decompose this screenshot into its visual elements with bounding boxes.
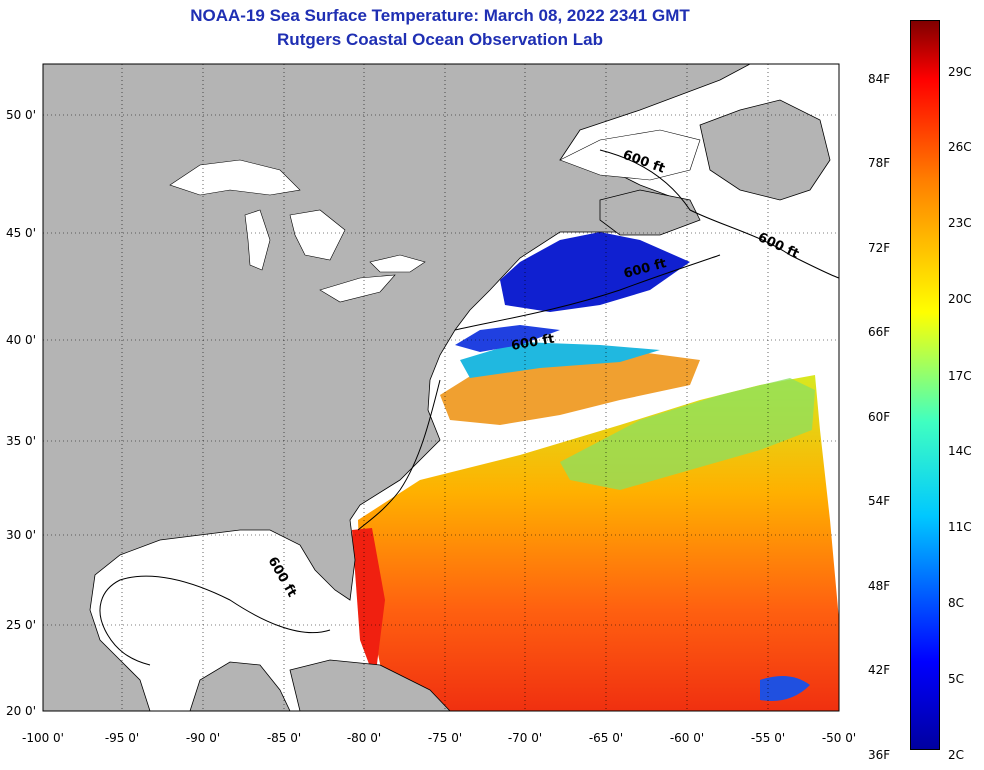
colorbar-fahrenheit-label: 36F	[868, 748, 891, 762]
lake-huron	[289, 209, 346, 261]
lake-erie	[319, 274, 396, 303]
600ft-contour-gulf	[99, 575, 331, 666]
colorbar-celsius-label: 11C	[948, 520, 972, 534]
colorbar-celsius-label: 20C	[948, 292, 972, 306]
latitude-label: 20 0'	[6, 704, 36, 718]
longitude-label: -90 0'	[186, 731, 220, 745]
florida-warm-water	[352, 528, 385, 680]
longitude-label: -75 0'	[428, 731, 462, 745]
latitude-label: 25 0'	[6, 618, 36, 632]
600ft-contour-southeast	[357, 379, 441, 531]
contour-label: 600 ft	[510, 332, 555, 354]
latitude-label: 30 0'	[6, 528, 36, 542]
cool-ocean-band	[560, 378, 815, 490]
map-subtitle: Rutgers Coastal Ocean Observation Lab	[277, 30, 603, 49]
latitude-label: 45 0'	[6, 226, 36, 240]
latitude-label: 50 0'	[6, 108, 36, 122]
axis-ticks: -100 0' -95 0' -90 0' -85 0' -80 0' -75 0' -70…	[6, 108, 856, 745]
longitude-label: -70 0'	[508, 731, 542, 745]
colorbar-fahrenheit-label: 72F	[868, 241, 891, 255]
colorbar-fahrenheit-label: 84F	[868, 72, 891, 86]
colorbar-fahrenheit-label: 42F	[868, 663, 891, 677]
gulf-of-maine-cold-water	[500, 232, 690, 312]
longitude-label: -55 0'	[751, 731, 785, 745]
colorbar-celsius-label: 2C	[948, 748, 965, 762]
colorbar-celsius-label: 29C	[948, 65, 972, 79]
colorbar-fahrenheit-label: 48F	[868, 579, 891, 593]
lake-ontario	[369, 254, 426, 273]
gulf-of-st-lawrence	[559, 129, 701, 181]
map-title: NOAA-19 Sea Surface Temperature: March 0…	[190, 6, 690, 25]
shelf-water-band	[460, 342, 660, 378]
yucatan-land	[189, 661, 291, 711]
longitude-label: -85 0'	[267, 731, 301, 745]
latitude-label: 40 0'	[6, 333, 36, 347]
mid-atlantic-cold-water	[455, 325, 560, 352]
cold-eddy	[760, 676, 810, 701]
map-frame	[42, 63, 840, 712]
longitude-label: -100 0'	[22, 731, 64, 745]
longitude-label: -50 0'	[822, 731, 856, 745]
north-america-land	[43, 64, 751, 711]
colorbar-fahrenheit-label: 54F	[868, 494, 891, 508]
colorbar-celsius-label: 5C	[948, 672, 965, 686]
longitude-label: -95 0'	[105, 731, 139, 745]
600ft-contour-shelf	[454, 254, 721, 331]
newfoundland-land	[699, 99, 831, 201]
map-content	[43, 64, 839, 711]
cuba-land	[289, 659, 451, 711]
colorbar-celsius-label: 14C	[948, 444, 972, 458]
nova-scotia-land	[599, 189, 701, 236]
lake-michigan	[244, 209, 271, 271]
latitude-label: 35 0'	[6, 434, 36, 448]
longitude-label: -80 0'	[347, 731, 381, 745]
temperature-colorbar	[910, 20, 940, 750]
colorbar-celsius-label: 26C	[948, 140, 972, 154]
colorbar-celsius-label: 8C	[948, 596, 965, 610]
colorbar-fahrenheit-label: 60F	[868, 410, 891, 424]
graticule	[43, 64, 839, 711]
600ft-contour-north	[599, 149, 839, 279]
lake-superior	[169, 159, 301, 196]
longitude-label: -60 0'	[670, 731, 704, 745]
colorbar-celsius-label: 23C	[948, 216, 972, 230]
longitude-label: -65 0'	[589, 731, 623, 745]
colorbar-celsius-label: 17C	[948, 369, 972, 383]
colorbar-fahrenheit-label: 78F	[868, 156, 891, 170]
colorbar-fahrenheit-label: 66F	[868, 325, 891, 339]
